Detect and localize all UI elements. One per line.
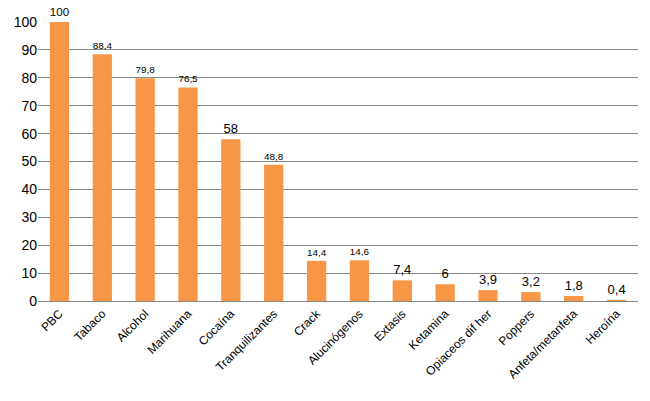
svg-text:Anfeta/metanfeta: Anfeta/metanfeta	[506, 307, 581, 382]
svg-text:76,5: 76,5	[178, 73, 198, 84]
svg-text:7,4: 7,4	[393, 262, 411, 277]
svg-text:Ketamina: Ketamina	[406, 307, 452, 353]
svg-text:60: 60	[21, 126, 37, 142]
svg-text:58: 58	[224, 121, 238, 136]
svg-text:6: 6	[442, 266, 449, 281]
svg-text:Heroína: Heroína	[583, 307, 623, 347]
svg-text:Extasis: Extasis	[371, 307, 408, 344]
svg-text:10: 10	[21, 265, 37, 281]
svg-text:100: 100	[50, 6, 69, 18]
svg-text:Poppers: Poppers	[496, 307, 538, 349]
svg-text:40: 40	[21, 181, 37, 197]
svg-text:14,6: 14,6	[350, 246, 370, 257]
svg-text:Tabaco: Tabaco	[71, 307, 108, 344]
svg-text:48,8: 48,8	[264, 151, 284, 162]
svg-text:Crack: Crack	[291, 306, 324, 339]
svg-text:Marihuana: Marihuana	[144, 307, 194, 357]
svg-text:30: 30	[21, 209, 37, 225]
svg-text:20: 20	[21, 237, 37, 253]
svg-text:70: 70	[21, 98, 37, 114]
svg-text:Tranquilizantes: Tranquilizantes	[213, 307, 280, 374]
svg-text:3,9: 3,9	[479, 272, 497, 287]
svg-text:90: 90	[21, 42, 37, 58]
svg-text:0,4: 0,4	[608, 282, 626, 297]
svg-text:Opiaceos dif her: Opiaceos dif her	[423, 307, 495, 379]
svg-text:100: 100	[14, 14, 38, 30]
svg-text:3,2: 3,2	[522, 274, 540, 289]
svg-text:1,8: 1,8	[565, 278, 583, 293]
svg-text:80: 80	[21, 70, 37, 86]
svg-text:88,4: 88,4	[93, 40, 113, 51]
svg-text:Alcohol: Alcohol	[114, 307, 152, 345]
svg-text:79,8: 79,8	[136, 64, 156, 75]
svg-text:0: 0	[29, 293, 37, 309]
svg-text:PBC: PBC	[38, 307, 66, 335]
svg-text:14,4: 14,4	[307, 247, 327, 258]
svg-text:Cocaína: Cocaína	[196, 307, 238, 349]
svg-text:50: 50	[21, 153, 37, 169]
svg-text:Alucinógenos: Alucinógenos	[305, 307, 366, 368]
